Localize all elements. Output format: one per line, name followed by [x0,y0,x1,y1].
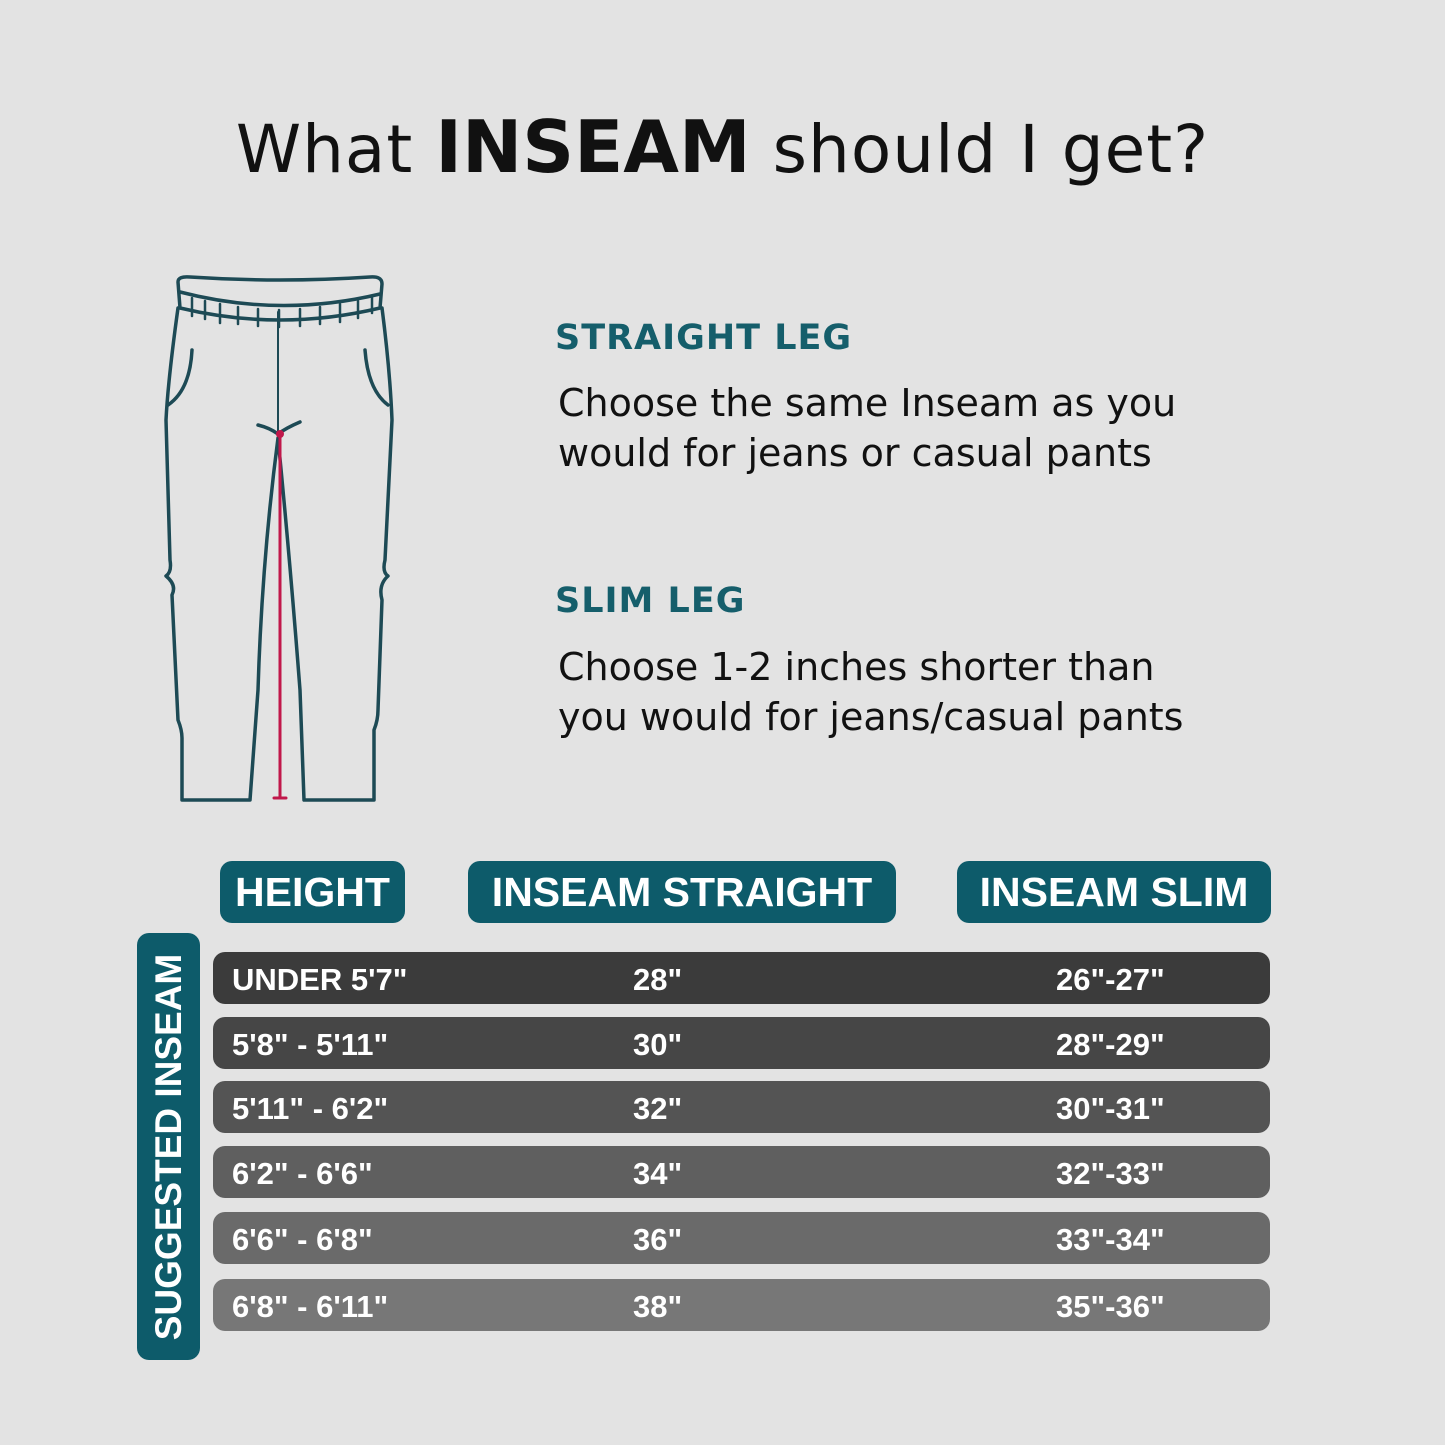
straight-leg-text: Choose the same Inseam as you would for … [558,378,1378,478]
cell-height: UNDER 5'7" [232,962,408,997]
header-height: HEIGHT [220,861,405,923]
cell-inseam-slim: 30"-31" [1056,1091,1165,1126]
cell-height: 5'8" - 5'11" [232,1027,389,1062]
title-pre: What [235,111,436,188]
table-row: 6'2" - 6'6" 34" 32"-33" [213,1146,1270,1198]
text-line: Choose 1-2 inches shorter than [558,645,1155,689]
title-emphasis: INSEAM [435,105,751,189]
straight-leg-heading: STRAIGHT LEG [555,318,853,358]
header-inseam-slim: INSEAM SLIM [957,861,1271,923]
table-row: UNDER 5'7" 28" 26"-27" [213,952,1270,1004]
title-post: should I get? [750,111,1210,188]
page-title: What INSEAM should I get? [0,105,1445,189]
pants-inseam-illustration [164,275,394,802]
cell-inseam-slim: 32"-33" [1056,1156,1165,1191]
cell-height: 6'8" - 6'11" [232,1289,389,1324]
cell-inseam-slim: 35"-36" [1056,1289,1165,1324]
slim-leg-text: Choose 1-2 inches shorter than you would… [558,642,1378,742]
table-row: 6'6" - 6'8" 36" 33"-34" [213,1212,1270,1264]
slim-leg-heading: SLIM LEG [555,581,746,621]
cell-height: 6'2" - 6'6" [232,1156,373,1191]
text-line: would for jeans or casual pants [558,431,1152,475]
cell-height: 5'11" - 6'2" [232,1091,389,1126]
text-line: you would for jeans/casual pants [558,695,1184,739]
header-inseam-straight: INSEAM STRAIGHT [468,861,896,923]
cell-inseam-straight: 34" [633,1156,683,1191]
cell-inseam-straight: 38" [633,1289,683,1324]
cell-inseam-straight: 36" [633,1222,683,1257]
cell-height: 6'6" - 6'8" [232,1222,373,1257]
side-label-text: SUGGESTED INSEAM [147,953,189,1340]
side-label: SUGGESTED INSEAM [137,933,200,1360]
table-row: 5'11" - 6'2" 32" 30"-31" [213,1081,1270,1133]
cell-inseam-slim: 26"-27" [1056,962,1165,997]
cell-inseam-straight: 30" [633,1027,683,1062]
cell-inseam-slim: 33"-34" [1056,1222,1165,1257]
cell-inseam-slim: 28"-29" [1056,1027,1165,1062]
cell-inseam-straight: 28" [633,962,683,997]
text-line: Choose the same Inseam as you [558,381,1177,425]
cell-inseam-straight: 32" [633,1091,683,1126]
table-row: 6'8" - 6'11" 38" 35"-36" [213,1279,1270,1331]
table-row: 5'8" - 5'11" 30" 28"-29" [213,1017,1270,1069]
